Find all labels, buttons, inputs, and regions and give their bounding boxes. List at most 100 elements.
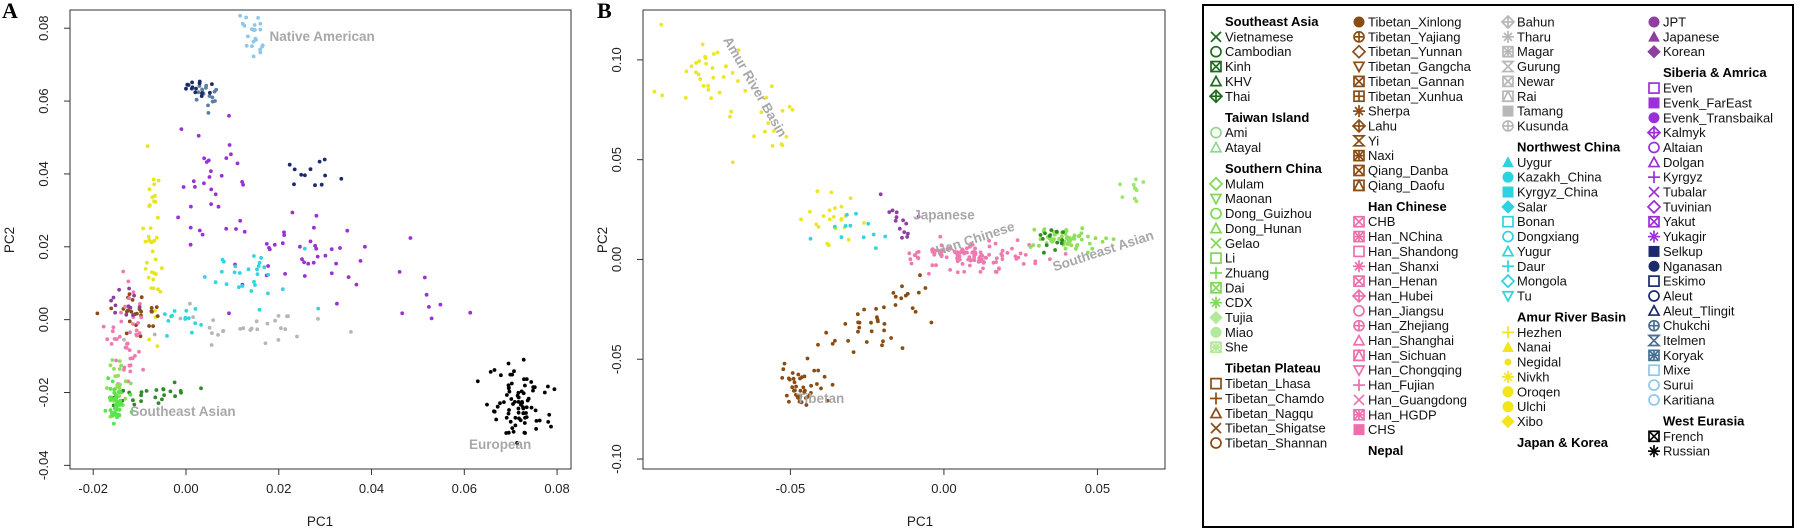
data-point: [129, 410, 134, 414]
data-point: [143, 239, 148, 244]
data-point: [202, 181, 206, 186]
data-point: [110, 329, 115, 334]
data-point: [972, 253, 977, 257]
legend-item: Kyrgyz: [1648, 170, 1703, 185]
legend-marker: [1504, 358, 1512, 366]
legend-item: Xibo: [1501, 414, 1543, 429]
data-point: [1051, 238, 1056, 243]
legend-marker: [1210, 392, 1222, 405]
legend-marker: [1210, 252, 1222, 264]
cluster-northwest-china: [808, 211, 888, 251]
data-point: [148, 226, 153, 231]
y-tick-label: 0.04: [36, 161, 51, 186]
data-point: [531, 388, 535, 393]
legend-item-label: Koryak: [1663, 348, 1704, 363]
legend-item-label: Han_Zhejiang: [1368, 318, 1449, 333]
legend-marker: [1210, 31, 1222, 43]
cluster-amur-top: [652, 22, 741, 100]
data-point: [819, 386, 823, 391]
data-point: [132, 293, 137, 298]
data-point: [890, 208, 895, 213]
cluster-southeast-asia: [1038, 228, 1065, 255]
legend-item-label: Nganasan: [1663, 259, 1722, 274]
data-point: [266, 264, 270, 268]
legend-item-label: Tuvinian: [1663, 199, 1712, 214]
legend-item-label: Rai: [1517, 89, 1537, 104]
data-point: [1075, 243, 1080, 247]
data-point: [525, 398, 530, 403]
data-point: [105, 337, 110, 342]
legend-item: Tibetan_Shigatse: [1210, 421, 1326, 436]
data-point: [915, 250, 919, 255]
legend-marker: [1648, 230, 1660, 243]
data-point: [190, 80, 195, 85]
legend-frame: [1202, 4, 1794, 528]
data-point: [794, 384, 798, 389]
legend-marker: [1502, 75, 1514, 88]
legend-group-header: Siberia & Amrica: [1663, 65, 1767, 80]
data-point: [516, 406, 521, 411]
annotation-japanese: Japanese: [913, 208, 975, 223]
data-point: [893, 218, 898, 223]
data-point: [137, 349, 141, 354]
data-point: [552, 387, 557, 392]
data-point: [259, 255, 263, 260]
data-point: [468, 310, 473, 315]
data-point: [163, 312, 167, 316]
data-point: [515, 441, 519, 445]
legend-item-label: Eskimo: [1663, 274, 1706, 289]
data-point: [972, 258, 977, 263]
data-point: [103, 408, 108, 413]
data-point: [136, 321, 141, 325]
data-point: [791, 376, 796, 381]
cluster-tibetan-arm-2: [891, 273, 928, 310]
data-point: [488, 370, 493, 374]
data-point: [128, 381, 133, 386]
legend-item: Han_Henan: [1353, 274, 1437, 289]
legend-item-label: Tujia: [1225, 310, 1253, 325]
data-point: [166, 319, 171, 323]
data-point: [121, 388, 126, 393]
data-point: [156, 215, 160, 220]
data-point: [502, 400, 506, 404]
legend-item-label: Yugur: [1517, 244, 1552, 259]
legend-item: Kazakh_China: [1502, 170, 1602, 185]
data-point: [147, 324, 152, 328]
legend-item: Tamang: [1502, 104, 1563, 119]
data-point: [770, 143, 775, 148]
data-point: [190, 85, 195, 90]
data-point: [153, 308, 157, 313]
data-point: [276, 338, 281, 342]
data-point: [323, 253, 328, 258]
data-point: [127, 296, 131, 301]
data-point: [803, 388, 807, 393]
legend-marker: [1210, 126, 1222, 139]
data-point: [815, 189, 820, 194]
data-point: [521, 357, 526, 362]
legend-item: Tibetan_Gangcha: [1352, 59, 1472, 74]
data-point: [196, 90, 201, 95]
data-point: [856, 329, 860, 334]
legend-marker: [1353, 260, 1365, 273]
data-point: [1086, 234, 1090, 239]
data-point: [119, 402, 124, 407]
data-point: [794, 392, 798, 397]
data-point: [513, 423, 518, 428]
data-point: [809, 391, 813, 395]
data-point: [283, 327, 288, 332]
legend-item-label: Japanese: [1663, 29, 1719, 44]
data-point: [253, 28, 257, 32]
data-point: [111, 295, 116, 300]
data-point: [805, 356, 810, 361]
legend-item: Zhuang: [1210, 265, 1269, 280]
data-point: [113, 374, 118, 379]
data-point: [1072, 233, 1077, 238]
data-point: [257, 307, 262, 312]
data-point: [139, 399, 144, 403]
data-point: [918, 273, 922, 278]
data-point: [1134, 177, 1138, 182]
data-point: [846, 237, 851, 242]
data-point: [981, 266, 985, 271]
data-point: [1016, 255, 1021, 260]
data-point: [207, 325, 212, 330]
